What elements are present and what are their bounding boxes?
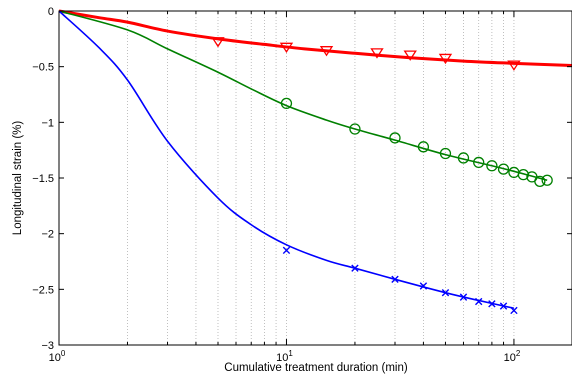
data-point-x	[499, 302, 508, 310]
y-tick-label: −2	[41, 229, 54, 241]
data-point-circle	[517, 169, 529, 181]
plot-background	[59, 11, 572, 345]
y-tick-label: 0	[48, 6, 54, 18]
data-point-triangle	[403, 50, 417, 61]
data-point-circle	[541, 174, 553, 186]
data-point-x	[419, 282, 428, 290]
data-point-x	[391, 275, 399, 284]
data-point-circle	[497, 163, 510, 175]
data-point-circle	[439, 147, 452, 160]
y-tick-label: −0.5	[32, 62, 54, 74]
data-point-triangle	[370, 48, 384, 59]
x-tick-label: 102	[504, 349, 521, 364]
fit-curve-line	[58, 10, 548, 181]
x-tick-label: 100	[49, 349, 66, 364]
data-point-circle	[457, 152, 470, 164]
y-axis-label: Longitudinal strain (%)	[12, 121, 24, 236]
data-point-circle	[280, 97, 293, 110]
data-point-circle	[417, 141, 430, 153]
y-tick-label: −2.5	[32, 284, 54, 296]
data-point-circle	[473, 156, 485, 169]
data-point-circle	[389, 132, 401, 144]
data-point-triangle	[438, 53, 453, 65]
data-point-triangle	[211, 37, 225, 48]
y-tick-label: −1.5	[32, 173, 54, 185]
data-point-x	[441, 288, 450, 297]
data-markers	[211, 37, 553, 315]
data-point-x	[351, 264, 359, 272]
data-point-circle	[349, 123, 361, 135]
data-point-x	[282, 246, 291, 255]
data-point-x	[488, 300, 496, 308]
x-axis-label: Cumulative treatment duration (min)	[224, 362, 408, 374]
data-point-x	[510, 306, 518, 315]
y-tick-label: −1	[41, 117, 54, 129]
fit-curve-line	[58, 9, 572, 68]
data-point-x	[459, 293, 468, 301]
data-point-triangle	[279, 42, 294, 54]
data-point-circle	[486, 160, 498, 172]
y-tick-label: −3	[41, 340, 54, 352]
data-point-triangle	[507, 60, 521, 71]
data-point-x	[475, 297, 483, 306]
data-point-circle	[534, 175, 546, 187]
data-point-triangle	[319, 46, 334, 57]
axes	[58, 10, 572, 346]
